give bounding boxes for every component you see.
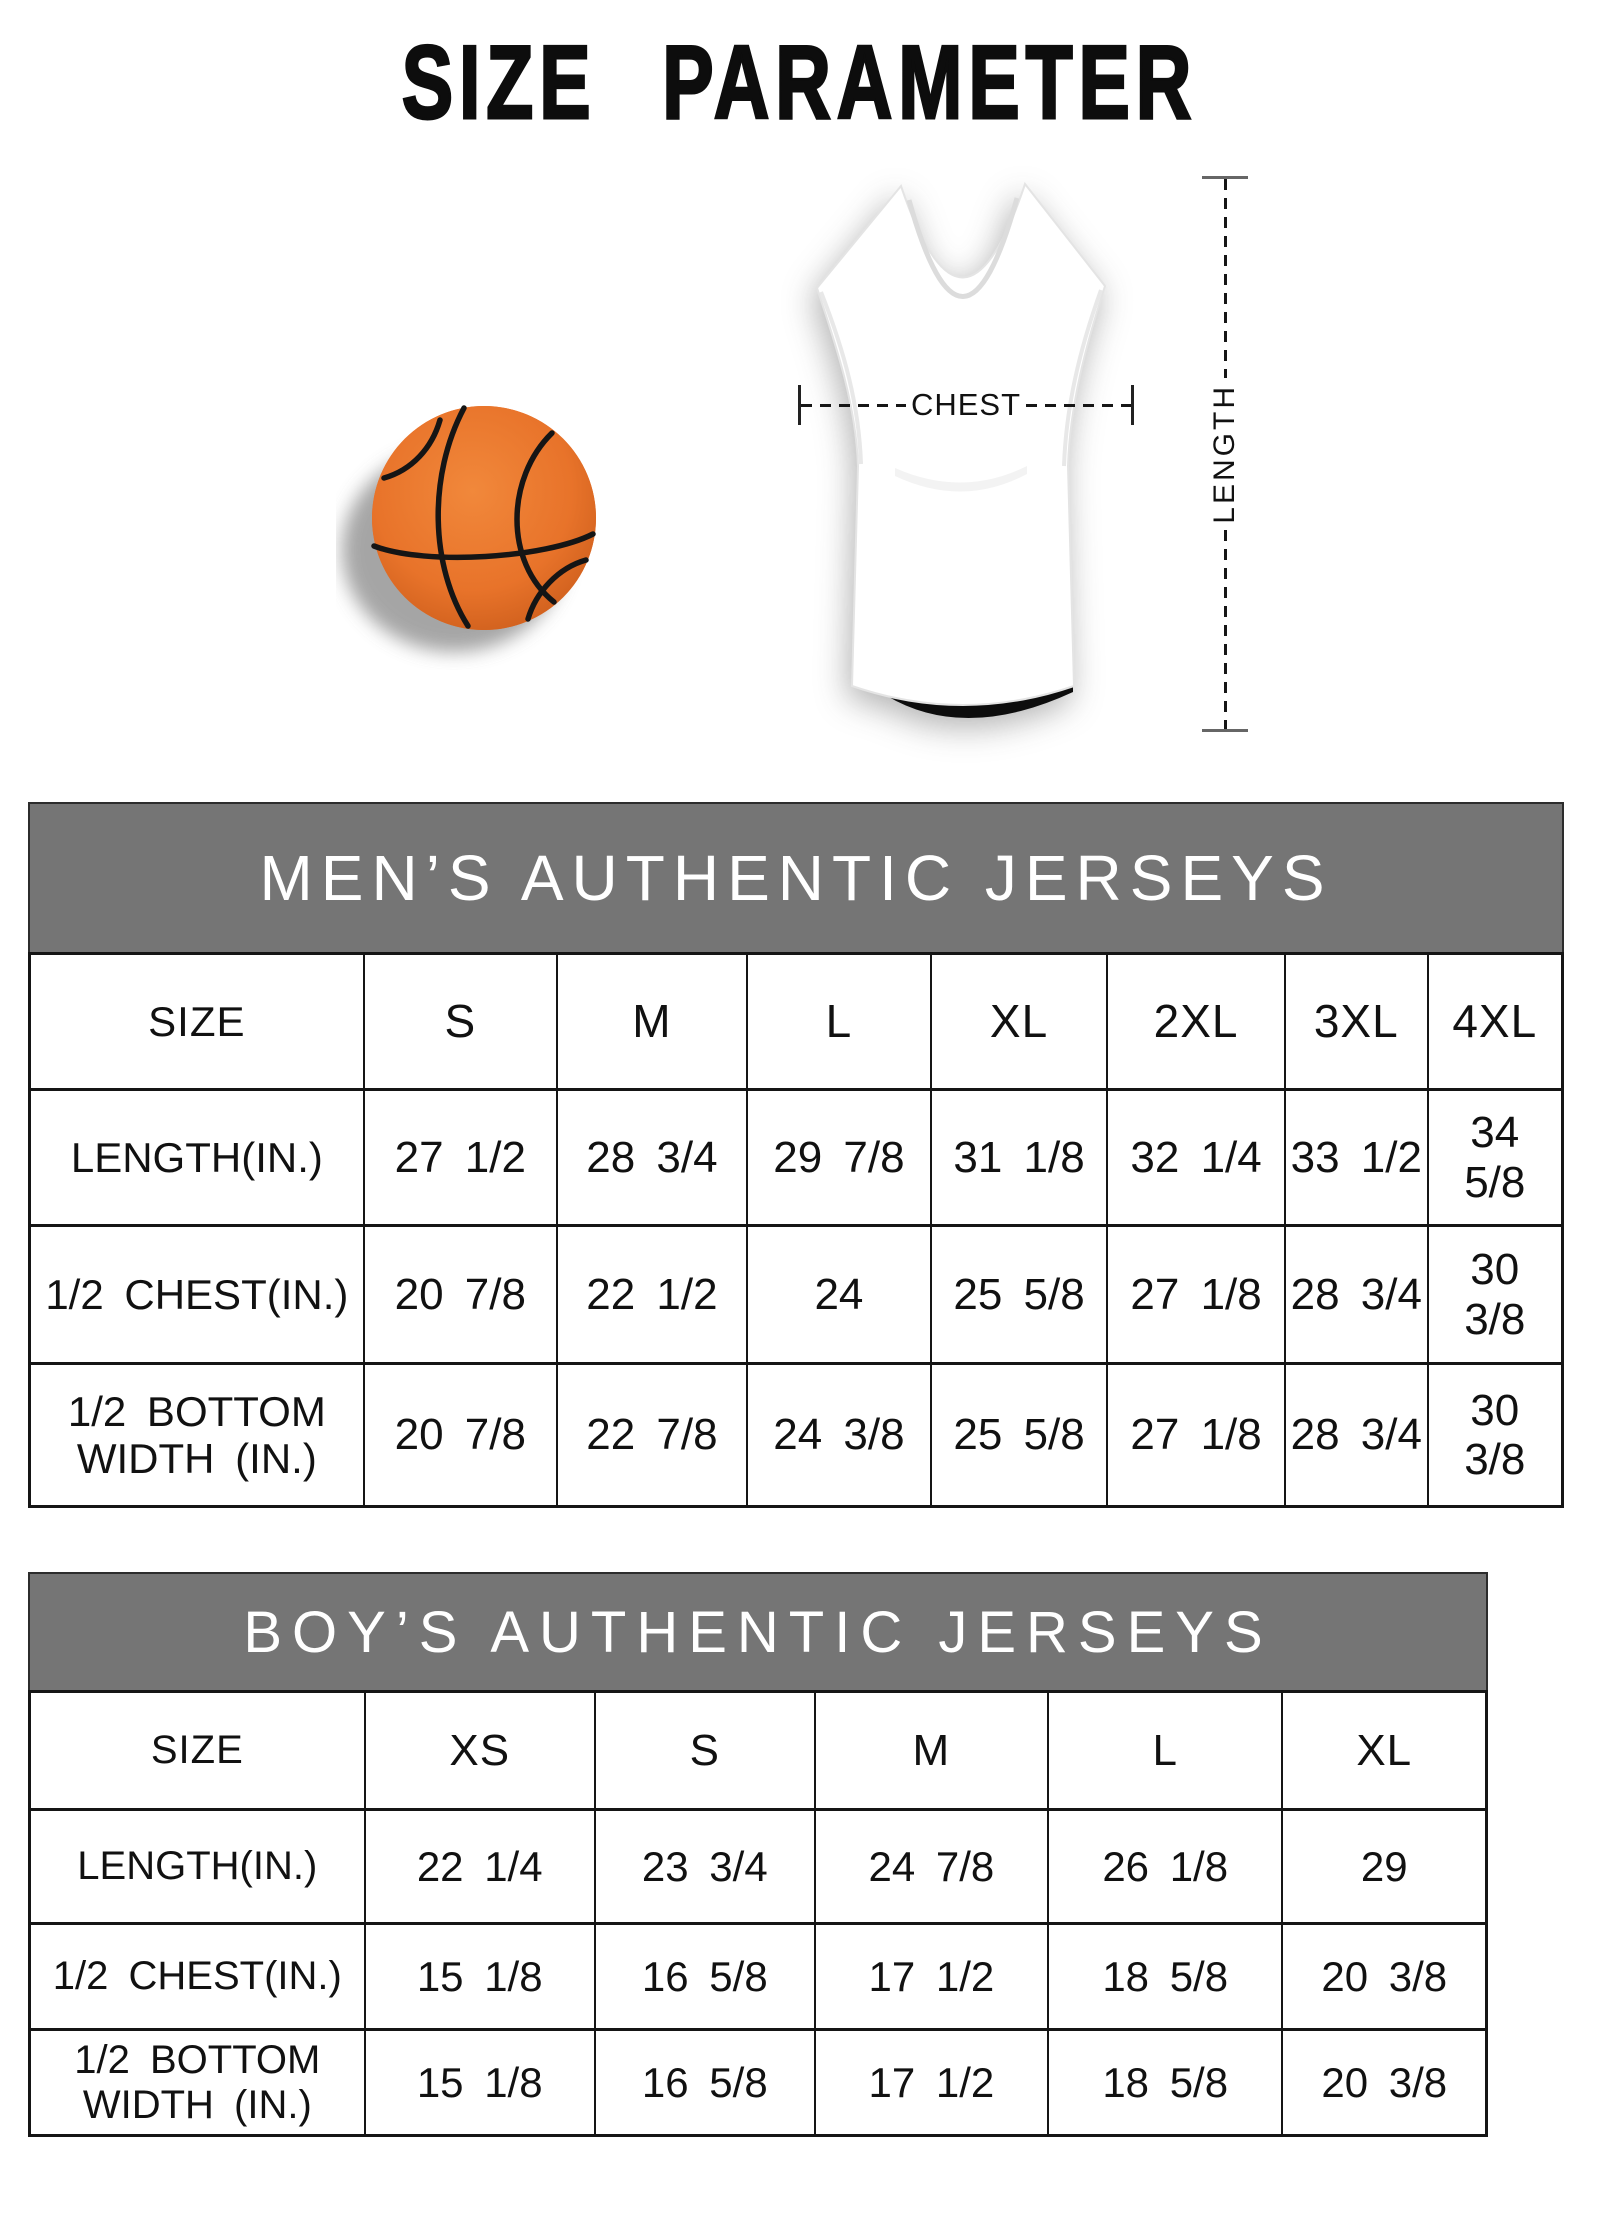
value-cell: 16 5/8 [593,1922,816,2031]
mens-size-col-m: M [555,952,748,1091]
value-cell: 22 7/8 [555,1362,748,1508]
mens-size-col-l: L [745,952,932,1091]
value-cell: 28 3/4 [1283,1224,1429,1365]
boys-size-col-l: L [1046,1690,1284,1811]
length-dash-top [1223,179,1227,379]
mens-size-table: SIZE S M L XL 2XL 3XL 4XL LENGTH(IN.) 27… [28,952,1564,1508]
value-cell: 29 [1281,1808,1488,1925]
mens-size-header-cell: SIZE [28,952,365,1091]
boys-size-col-xs: XS [363,1690,596,1811]
value-cell: 22 1/2 [555,1224,748,1365]
mens-length-row: LENGTH(IN.) 27 1/2 28 3/4 29 7/8 31 1/8 … [28,1088,1564,1227]
jersey-illustration [815,181,1107,719]
mens-size-col-2xl: 2XL [1106,952,1286,1091]
boys-bottom-width-row: 1/2 BOTTOM WIDTH (IN.) 15 1/8 16 5/8 17 … [28,2028,1488,2137]
value-cell: 20 3/8 [1281,1922,1488,2031]
value-cell: 22 1/4 [363,1808,596,1925]
chest-left-tick [798,385,801,425]
mens-table-title: MEN’S AUTHENTIC JERSEYS [28,802,1564,952]
value-cell: 28 3/4 [555,1088,748,1227]
chest-right-tick [1131,385,1135,425]
mens-size-col-3xl: 3XL [1283,952,1429,1091]
boys-size-col-m: M [813,1690,1049,1811]
chest-label: CHEST [910,387,1022,422]
mens-chest-row-label: 1/2 CHEST(IN.) [28,1224,365,1365]
value-cell: 20 3/8 [1281,2028,1488,2137]
boys-table-title: BOY’S AUTHENTIC JERSEYS [28,1572,1488,1690]
value-cell: 27 1/8 [1106,1362,1286,1508]
boys-size-col-s: S [593,1690,816,1811]
value-cell: 18 5/8 [1046,1922,1284,2031]
boys-size-row: SIZE XS S M L XL [28,1690,1488,1811]
jersey-body [815,181,1107,706]
value-cell: 30 3/8 [1426,1224,1564,1365]
jersey-armhole-left [819,291,863,465]
value-cell: 31 1/8 [929,1088,1109,1227]
value-cell: 15 1/8 [363,1922,596,2031]
value-cell: 33 1/2 [1283,1088,1429,1227]
page-title: SIZE PARAMETER [0,24,1600,143]
value-cell: 24 3/8 [745,1362,932,1508]
length-measure-line: LENGTH [1198,176,1252,732]
value-cell: 25 5/8 [929,1224,1109,1365]
jersey-fold-shading [895,466,1027,492]
value-cell: 28 3/4 [1283,1362,1429,1508]
chest-dash-left [801,403,906,407]
value-cell: 27 1/8 [1106,1224,1286,1365]
boys-chest-row: 1/2 CHEST(IN.) 15 1/8 16 5/8 17 1/2 18 5… [28,1922,1488,2031]
chest-dash-right [1026,403,1132,407]
mens-table-section: MEN’S AUTHENTIC JERSEYS SIZE S M L XL 2X… [28,802,1564,1508]
mens-size-col-xl: XL [929,952,1109,1091]
value-cell: 17 1/2 [813,1922,1049,2031]
boys-size-col-xl: XL [1281,1690,1488,1811]
value-cell: 29 7/8 [745,1088,932,1227]
boys-length-row: LENGTH(IN.) 22 1/4 23 3/4 24 7/8 26 1/8 … [28,1808,1488,1925]
mens-size-col-4xl: 4XL [1426,952,1564,1091]
length-label: LENGTH [1208,384,1241,524]
value-cell: 27 1/2 [362,1088,558,1227]
value-cell: 30 3/8 [1426,1362,1564,1508]
boys-bottom-width-row-label: 1/2 BOTTOM WIDTH (IN.) [28,2028,366,2137]
value-cell: 15 1/8 [363,2028,596,2137]
mens-size-row: SIZE S M L XL 2XL 3XL 4XL [28,952,1564,1091]
value-cell: 32 1/4 [1106,1088,1286,1227]
value-cell: 26 1/8 [1046,1808,1284,1925]
value-cell: 20 7/8 [362,1362,558,1508]
value-cell: 20 7/8 [362,1224,558,1365]
mens-size-col-s: S [362,952,558,1091]
jersey-armhole-right [1062,289,1103,467]
length-dash-bottom [1223,529,1227,729]
value-cell: 24 7/8 [813,1808,1049,1925]
value-cell: 23 3/4 [593,1808,816,1925]
boys-size-table: SIZE XS S M L XL LENGTH(IN.) 22 1/4 23 3… [28,1690,1488,2137]
basketball-illustration [342,405,596,652]
value-cell: 18 5/8 [1046,2028,1284,2137]
chest-measure-line: CHEST [798,384,1135,426]
mens-chest-row: 1/2 CHEST(IN.) 20 7/8 22 1/2 24 25 5/8 2… [28,1224,1564,1365]
value-cell: 34 5/8 [1426,1088,1564,1227]
boys-chest-row-label: 1/2 CHEST(IN.) [28,1922,366,2031]
basketball-seams [371,405,596,629]
mens-bottom-width-row: 1/2 BOTTOM WIDTH (IN.) 20 7/8 22 7/8 24 … [28,1362,1564,1508]
mens-bottom-width-row-label: 1/2 BOTTOM WIDTH (IN.) [28,1362,365,1508]
boys-length-row-label: LENGTH(IN.) [28,1808,366,1925]
mens-length-row-label: LENGTH(IN.) [28,1088,365,1227]
page-title-text: SIZE PARAMETER [401,24,1198,143]
value-cell: 25 5/8 [929,1362,1109,1508]
length-bottom-cap [1202,729,1248,732]
value-cell: 17 1/2 [813,2028,1049,2137]
boys-table-section: BOY’S AUTHENTIC JERSEYS SIZE XS S M L XL… [28,1572,1488,2137]
value-cell: 24 [745,1224,932,1365]
boys-size-header-cell: SIZE [28,1690,366,1811]
value-cell: 16 5/8 [593,2028,816,2137]
length-top-cap [1202,176,1248,179]
jersey-collar-trim [906,197,1020,299]
